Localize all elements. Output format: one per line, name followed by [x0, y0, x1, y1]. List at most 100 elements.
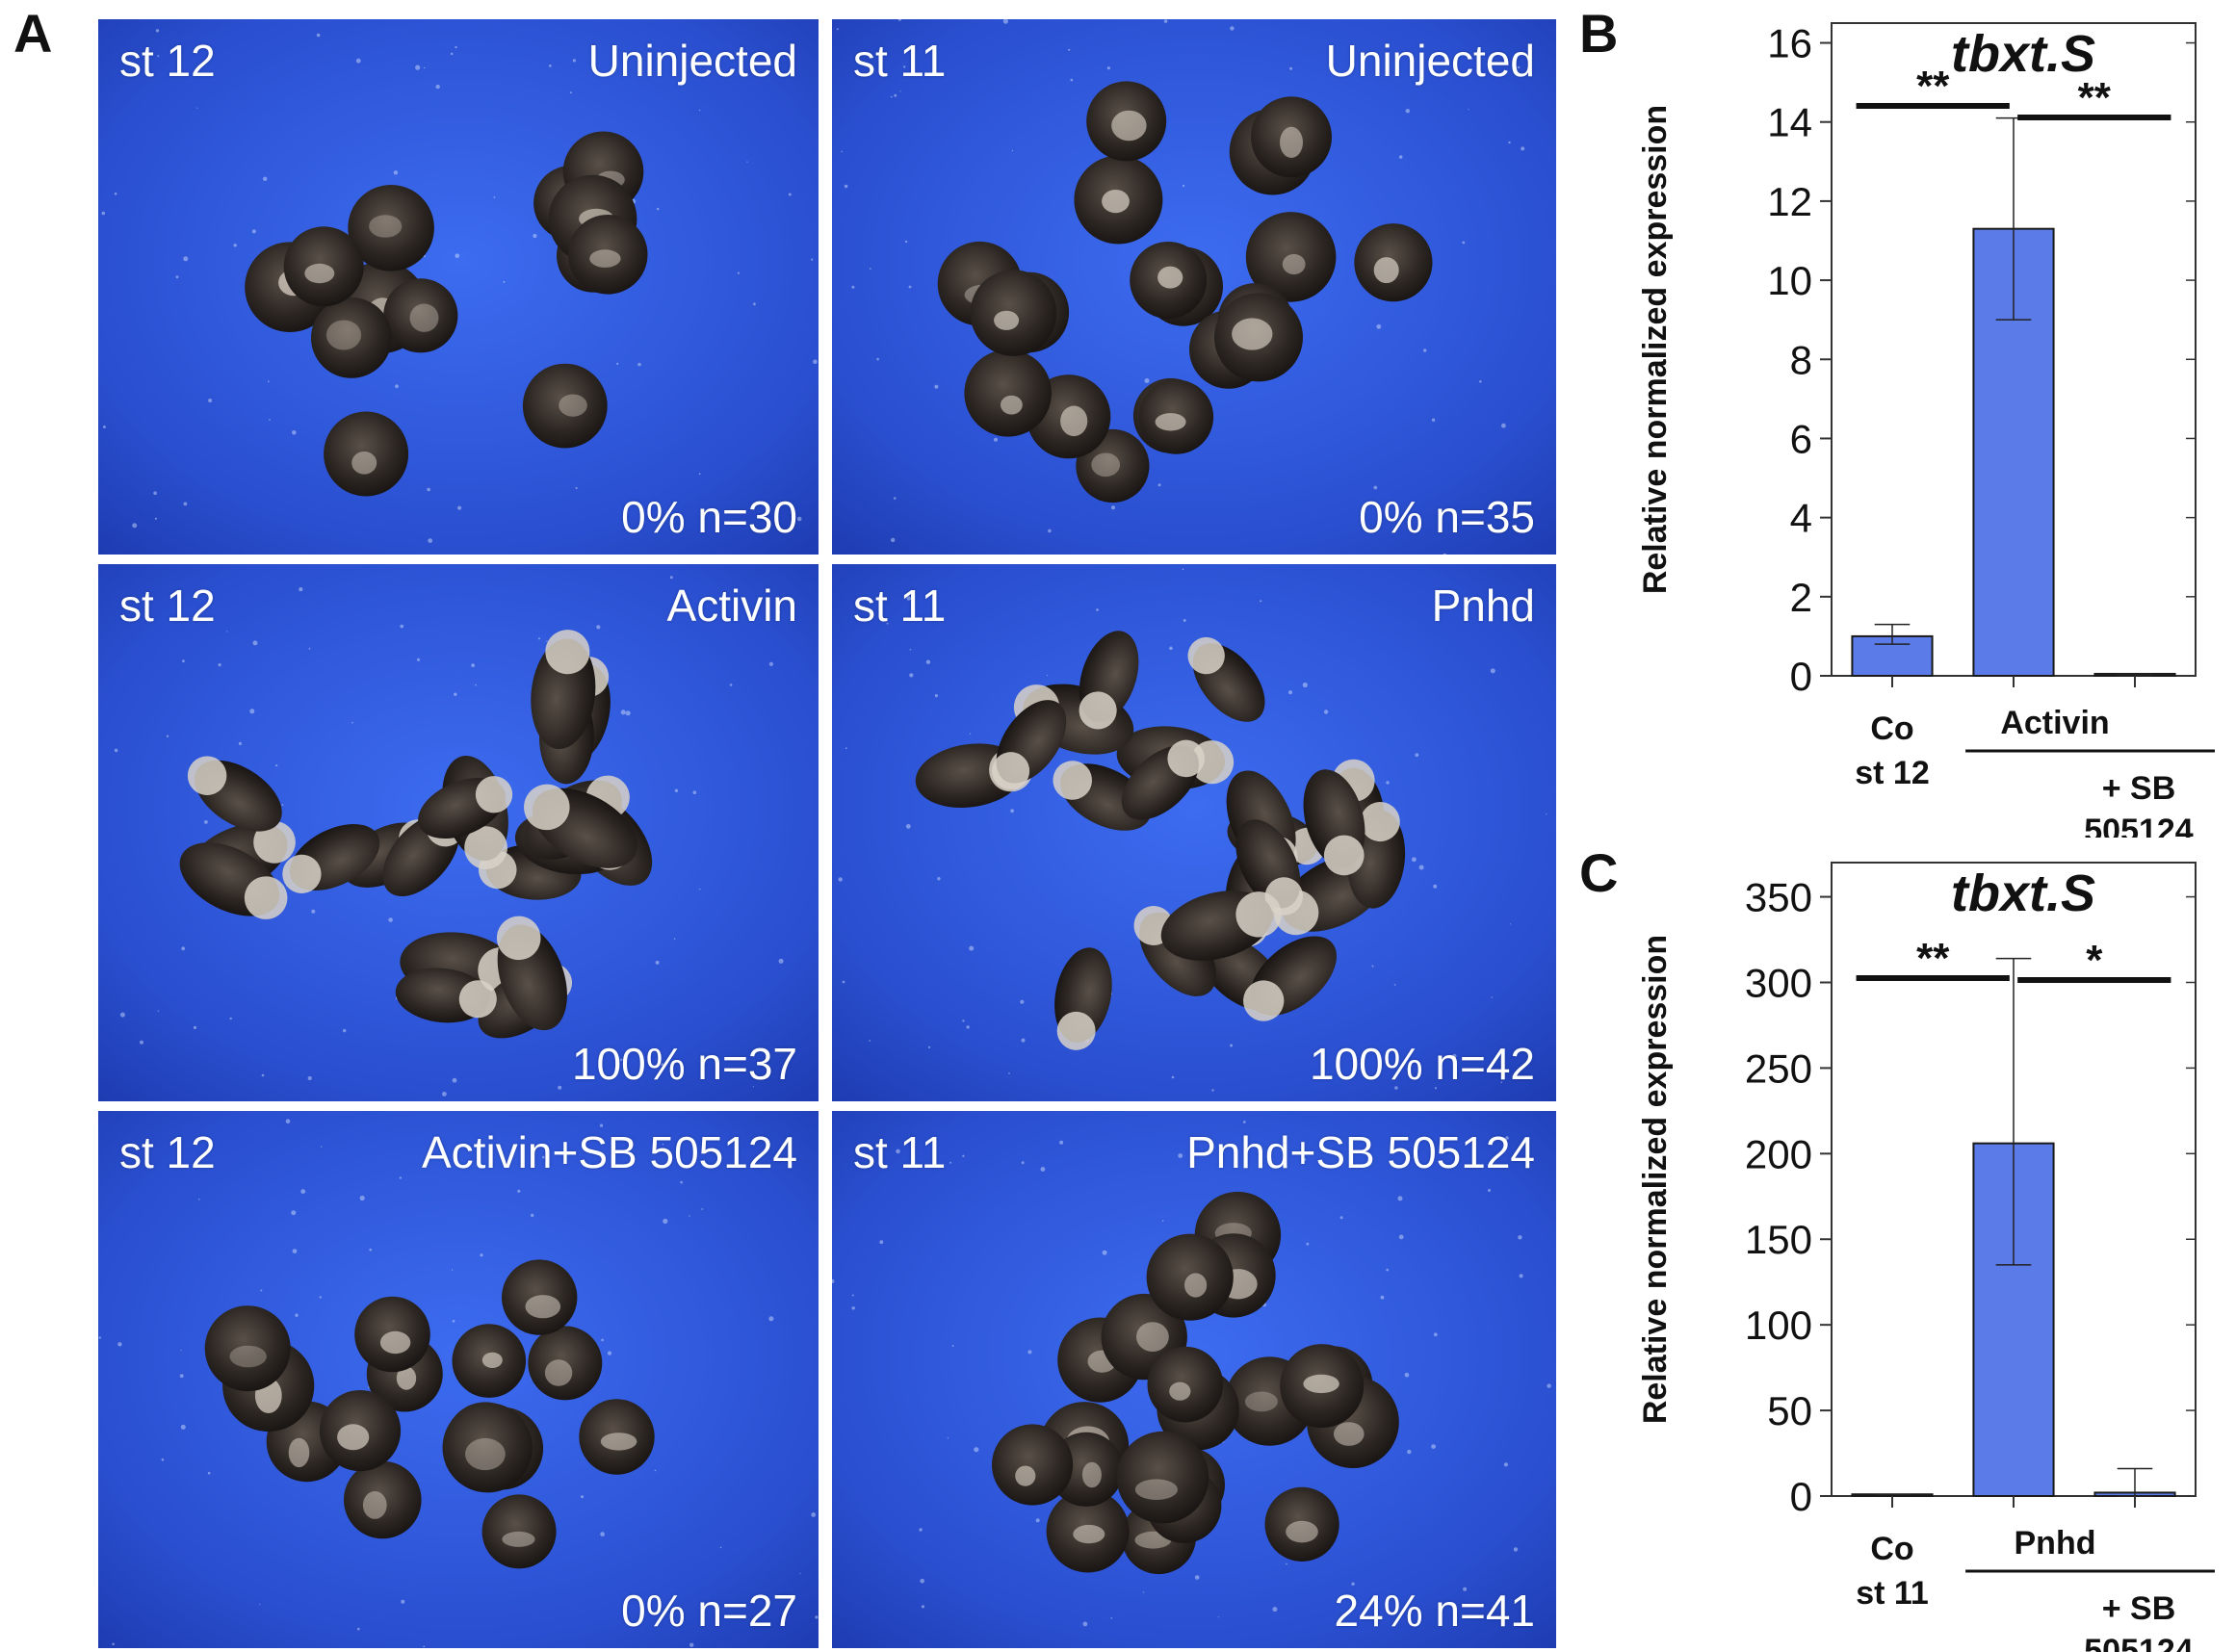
- embryo: [283, 226, 364, 307]
- chart-b-significance-label-2: **: [2078, 74, 2112, 121]
- embryo-photo-image: [98, 564, 819, 1101]
- embryo: [204, 1305, 291, 1392]
- embryo: [1187, 636, 1265, 722]
- embryo-photo-image: [832, 564, 1556, 1101]
- chart-b-ytick-label: 14: [1767, 100, 1812, 145]
- embryo: [348, 185, 434, 271]
- chart-b-ytick-label: 4: [1790, 496, 1812, 541]
- condition-label: Activin: [666, 581, 797, 631]
- condition-label: Pnhd: [1431, 581, 1535, 631]
- result-label: 100% n=37: [571, 1039, 797, 1089]
- result-label: 0% n=27: [621, 1586, 797, 1636]
- embryo: [531, 630, 596, 750]
- stage-label: st 11: [853, 1127, 947, 1177]
- embryo-photo-image: [98, 1111, 819, 1648]
- embryo: [1121, 739, 1206, 820]
- embryo: [1245, 212, 1337, 302]
- embryo: [395, 968, 497, 1023]
- chart-b-ytick-label: 10: [1767, 258, 1812, 303]
- embryo: [1264, 1486, 1339, 1562]
- embryo: [319, 1390, 402, 1472]
- stage-label: st 12: [119, 1127, 216, 1177]
- embryo-photo-2: st 11 Uninjected 0% n=35: [830, 17, 1558, 556]
- embryo: [452, 1324, 527, 1398]
- result-label: 24% n=41: [1334, 1586, 1535, 1636]
- embryo: [1086, 81, 1167, 162]
- result-label: 0% n=35: [1359, 492, 1535, 542]
- chart-b-ylabel: Relative normalized expression: [1637, 105, 1674, 594]
- chart-b-ytick-label: 6: [1790, 416, 1812, 461]
- embryo: [187, 756, 282, 832]
- embryo: [481, 1494, 557, 1569]
- embryo: [528, 1326, 603, 1401]
- chart-b-activin-tbxt: 0 2 4 6 8 10 12 14 16 Relative normalized express…: [1637, 21, 2215, 838]
- embryo: [179, 842, 288, 919]
- embryo: [354, 1296, 430, 1373]
- embryo: [567, 215, 648, 295]
- chart-c-ytick-label: 200: [1745, 1131, 1812, 1176]
- embryo: [383, 278, 458, 353]
- embryo: [282, 824, 380, 893]
- chart-c-title: tbxt.S: [1951, 865, 2095, 922]
- chart-c-xlabel-group: Pnhd: [2015, 1525, 2096, 1562]
- embryo: [442, 1403, 533, 1493]
- embryo: [1146, 1233, 1234, 1321]
- embryo: [1160, 891, 1282, 961]
- embryo: [1130, 242, 1208, 319]
- chart-c-ylabel: Relative normalized expression: [1637, 935, 1674, 1424]
- embryo: [992, 1424, 1074, 1506]
- embryo-photo-6: st 11 Pnhd+SB 505124 24% n=41: [830, 1109, 1558, 1650]
- chart-b-xlabel-co: Co: [1870, 710, 1913, 747]
- embryo: [1354, 223, 1433, 302]
- embryo-photo-3: st 12 Activin 100% n=37: [96, 562, 820, 1103]
- chart-b-ytick-label: 0: [1790, 654, 1812, 699]
- panel-a-letter: A: [13, 3, 53, 64]
- embryo: [502, 1259, 578, 1335]
- chart-b-ytick-label: 8: [1790, 337, 1812, 382]
- chart-c-significance-label-2: *: [2086, 937, 2103, 984]
- embryo: [1251, 96, 1332, 178]
- chart-b-significance-label-1: **: [1916, 63, 1950, 110]
- chart-c-xlabel-co-stage: st 11: [1856, 1575, 1929, 1612]
- embryo: [1079, 631, 1139, 730]
- embryo: [1054, 947, 1112, 1050]
- embryo: [1147, 1346, 1224, 1423]
- condition-label: Activin+SB 505124: [422, 1127, 797, 1177]
- embryo-photo-4: st 11 Pnhd 100% n=42: [830, 562, 1558, 1103]
- chart-b-ytick-label: 2: [1790, 575, 1812, 620]
- panel-b-letter: B: [1579, 3, 1619, 64]
- condition-label: Uninjected: [587, 36, 797, 86]
- chart-b-xlabel-sb-number: 505124: [2084, 813, 2194, 838]
- embryo: [1243, 936, 1338, 1021]
- embryo: [1116, 1431, 1209, 1524]
- chart-c-ytick-label: 0: [1790, 1474, 1812, 1519]
- embryo: [579, 1399, 655, 1475]
- condition-label: Uninjected: [1325, 36, 1535, 86]
- embryo: [1280, 1344, 1365, 1429]
- chart-b-ytick-label: 16: [1767, 21, 1812, 66]
- result-label: 0% n=30: [621, 492, 797, 542]
- chart-c-pnhd-tbxt: 0 50 100 150 200 250 300 350 Relative normalized…: [1637, 862, 2215, 1652]
- embryo: [522, 363, 608, 449]
- chart-c-ytick-label: 50: [1767, 1388, 1812, 1433]
- embryo: [496, 916, 567, 1031]
- chart-c-ytick-label: 250: [1745, 1045, 1812, 1091]
- embryo: [992, 700, 1067, 790]
- chart-b-ytick-label: 12: [1767, 179, 1812, 224]
- embryo: [1214, 293, 1303, 382]
- chart-c-ytick-label: 100: [1745, 1303, 1812, 1348]
- embryo: [418, 776, 513, 839]
- embryo: [524, 784, 637, 868]
- embryo: [1074, 155, 1163, 245]
- result-label: 100% n=42: [1309, 1039, 1535, 1089]
- stage-label: st 11: [853, 581, 947, 631]
- chart-c-xlabel-co: Co: [1870, 1531, 1913, 1567]
- embryo: [311, 297, 392, 378]
- embryo: [964, 349, 1052, 437]
- chart-b-xlabel-group: Activin: [2000, 705, 2109, 741]
- embryo-photo-image: [832, 1111, 1556, 1648]
- embryo: [1046, 1489, 1130, 1573]
- embryo: [1303, 769, 1365, 876]
- chart-c-ytick-label: 350: [1745, 875, 1812, 920]
- embryo: [324, 411, 409, 497]
